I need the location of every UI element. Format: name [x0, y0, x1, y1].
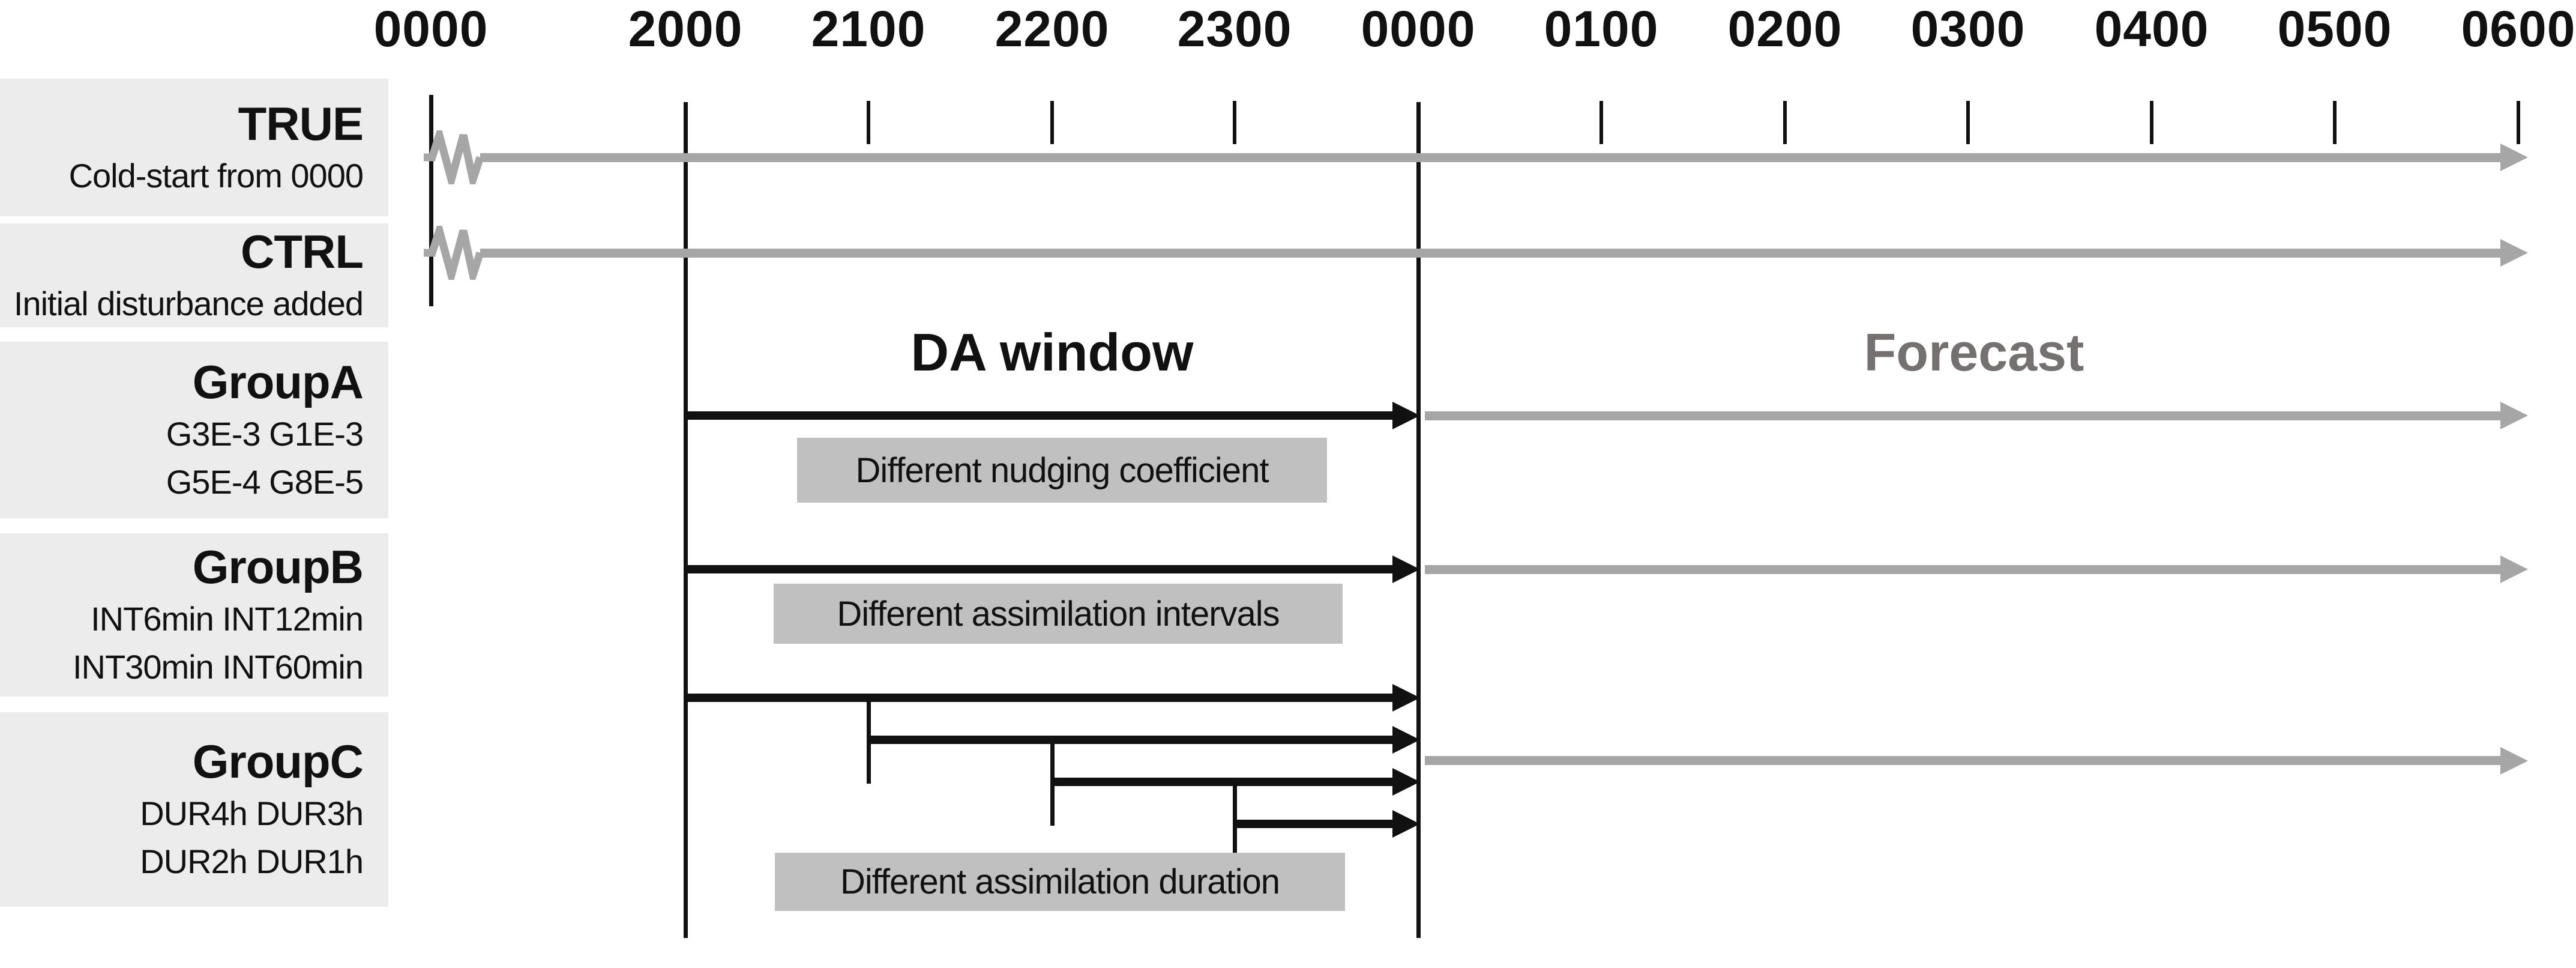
group-b-forecast-arrowhead: [2500, 555, 2528, 583]
group-b-da-arrow-line: [685, 565, 1392, 573]
axis-tick-2300: [1233, 101, 1236, 144]
ctrl-run-arrowhead: [2500, 239, 2528, 267]
row-subtitle-group-b-2: INT30min INT60min: [72, 648, 364, 686]
row-subtitle-group-a-1: G3E-3 G1E-3: [166, 415, 364, 453]
group-c-dur1h-arrowhead: [1392, 810, 1420, 838]
time-break-zigzag-true: [424, 130, 483, 184]
da-window-start-line: [684, 102, 688, 938]
row-title-true: TRUE: [238, 97, 364, 150]
axis-label-2300: 2300: [1177, 1, 1292, 57]
annotation-assimilation-intervals: Different assimilation intervals: [774, 584, 1343, 644]
da-window-end-line: [1416, 102, 1421, 938]
group-c-dur3h-arrowhead: [1392, 726, 1420, 754]
axis-label-0600: 0600: [2461, 1, 2576, 57]
axis-label-0500: 0500: [2277, 1, 2392, 57]
axis-label-0100: 0100: [1544, 1, 1659, 57]
axis-label-0000-analysis: 0000: [1361, 1, 1476, 57]
axis-label-0300: 0300: [1910, 1, 2026, 57]
annotation-nudging-coefficient: Different nudging coefficient: [797, 438, 1327, 503]
axis-label-0400: 0400: [2094, 1, 2209, 57]
axis-tick-0200: [1783, 101, 1787, 144]
group-a-forecast-arrow-line: [1425, 411, 2500, 420]
axis-tick-0100: [1599, 101, 1603, 144]
group-a-forecast-arrowhead: [2500, 402, 2528, 429]
true-run-arrow-line: [480, 153, 2502, 162]
axis-label-0000-start: 0000: [373, 1, 489, 57]
row-title-group-c: GroupC: [192, 735, 364, 788]
group-a-da-arrowhead: [1392, 402, 1420, 429]
group-b-da-arrowhead: [1392, 555, 1420, 583]
axis-tick-0600: [2517, 101, 2520, 144]
row-subtitle-group-c-2: DUR2h DUR1h: [140, 842, 364, 880]
da-window-label: DA window: [910, 322, 1194, 382]
time-break-zigzag-ctrl: [424, 226, 483, 280]
axis-label-2000: 2000: [628, 1, 743, 57]
group-c-dur2h-arrow-line: [1052, 778, 1392, 786]
row-subtitle-ctrl: Initial disturbance added: [13, 284, 364, 322]
axis-tick-0300: [1966, 101, 1970, 144]
axis-label-2200: 2200: [995, 1, 1110, 57]
row-subtitle-group-a-2: G5E-4 G8E-5: [166, 463, 364, 501]
group-c-dur4h-arrowhead: [1392, 684, 1420, 712]
group-c-dur4h-arrow-line: [685, 694, 1392, 702]
row-label-group-c: GroupC DUR4h DUR3h DUR2h DUR1h: [0, 712, 388, 907]
axis-tick-0500: [2333, 101, 2337, 144]
axis-label-2100: 2100: [811, 1, 926, 57]
axis-tick-0400: [2150, 101, 2153, 144]
forecast-label: Forecast: [1864, 322, 2084, 382]
row-label-ctrl: CTRL Initial disturbance added: [0, 223, 388, 327]
row-label-true: TRUE Cold-start from 0000: [0, 79, 388, 216]
axis-tick-2100: [867, 101, 870, 144]
ctrl-run-arrow-line: [480, 249, 2502, 258]
group-c-forecast-arrowhead: [2500, 747, 2528, 775]
group-b-forecast-arrow-line: [1425, 565, 2500, 574]
axis-label-0200: 0200: [1727, 1, 1843, 57]
row-title-group-a: GroupA: [192, 355, 364, 408]
row-subtitle-true: Cold-start from 0000: [68, 156, 364, 195]
row-title-ctrl: CTRL: [241, 225, 364, 278]
group-c-forecast-arrow-line: [1425, 756, 2500, 765]
row-subtitle-group-b-1: INT6min INT12min: [91, 600, 364, 638]
group-c-dur2h-arrowhead: [1392, 768, 1420, 796]
true-run-arrowhead: [2500, 144, 2528, 171]
row-label-group-a: GroupA G3E-3 G1E-3 G5E-4 G8E-5: [0, 342, 388, 518]
axis-tick-2200: [1050, 101, 1054, 144]
group-a-da-arrow-line: [685, 411, 1392, 420]
row-label-group-b: GroupB INT6min INT12min INT30min INT60mi…: [0, 533, 388, 697]
cold-start-time-line: [429, 95, 433, 306]
row-title-group-b: GroupB: [192, 540, 364, 593]
annotation-assimilation-duration: Different assimilation duration: [775, 853, 1345, 911]
row-subtitle-group-c-1: DUR4h DUR3h: [140, 794, 364, 832]
group-c-dur3h-arrow-line: [868, 736, 1392, 744]
group-c-dur1h-arrow-line: [1235, 820, 1392, 828]
